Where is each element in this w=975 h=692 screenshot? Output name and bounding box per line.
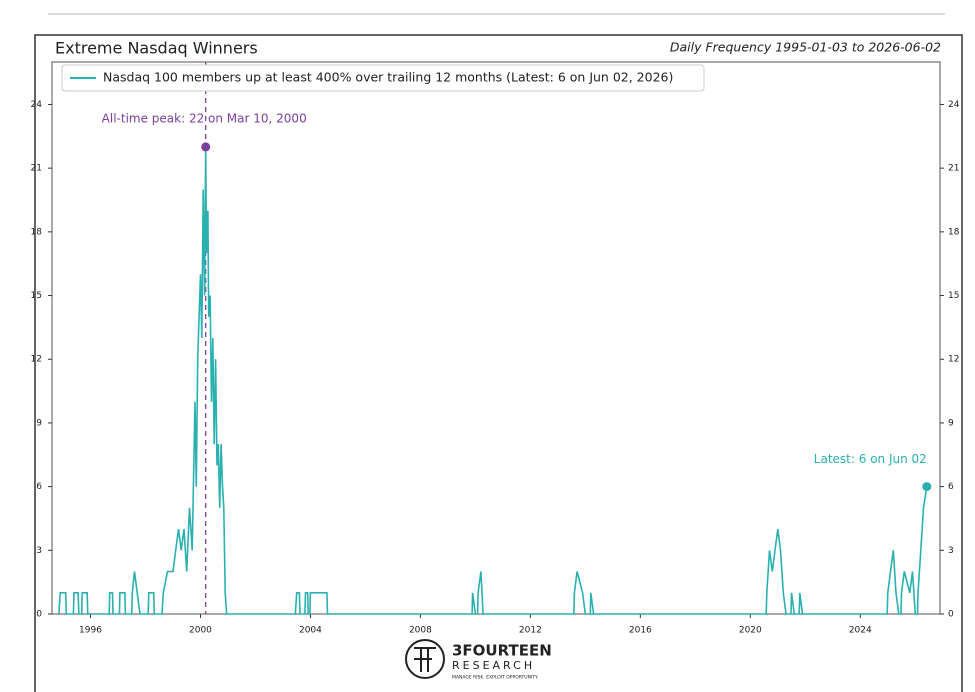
x-tick-label: 2004 [299,626,322,636]
latest-label: Latest: 6 on Jun 02 [814,452,927,466]
logo-name: 3FOURTEEN [452,642,552,660]
y2-tick-label: 3 [948,546,954,556]
y2-tick-label: 0 [948,610,954,620]
y-tick-label: 3 [36,546,42,556]
logo-sub: RESEARCH [452,659,535,672]
latest-marker [922,482,932,492]
y2-tick-label: 21 [948,164,959,174]
logo-mark [405,639,445,679]
logo-glyph [414,647,436,672]
x-tick-label: 1996 [79,626,102,636]
y-tick-label: 12 [31,355,42,365]
legend-box [61,64,705,92]
series-line [58,146,928,615]
y2-tick-label: 24 [948,100,960,110]
chart-title: Extreme Nasdaq Winners [55,39,258,58]
logo: 3FOURTEEN RESEARCH MANAGE RISK. EXPLOIT … [405,639,552,681]
x-tick-label: 2024 [849,626,872,636]
plot-area [51,61,941,615]
peak-label: All-time peak: 22 on Mar 10, 2000 [102,111,307,125]
y-tick-label: 18 [31,227,43,237]
x-tick-label: 2000 [189,626,212,636]
y-tick-label: 21 [31,164,42,174]
y-tick-label: 9 [36,418,42,428]
x-tick-label: 2020 [739,626,762,636]
y2-tick-label: 9 [948,418,954,428]
legend-label: Nasdaq 100 members up at least 400% over… [103,70,673,85]
y-tick-label: 24 [31,100,43,110]
frame [34,34,963,692]
y2-tick-label: 15 [948,291,959,301]
chart-subtitle: Daily Frequency 1995-01-03 to 2026-06-02 [670,40,941,55]
y-tick-label: 0 [36,610,42,620]
x-tick-label: 2016 [629,626,652,636]
y2-tick-label: 6 [948,482,954,492]
y2-tick-label: 18 [948,227,960,237]
y-tick-label: 6 [36,482,42,492]
logo-tagline: MANAGE RISK. EXPLOIT OPPORTUNITY. [452,675,538,681]
peak-marker [201,142,211,152]
y-tick-label: 15 [31,291,42,301]
x-tick-label: 2008 [409,626,432,636]
x-tick-label: 2012 [519,626,542,636]
y2-tick-label: 12 [948,355,959,365]
